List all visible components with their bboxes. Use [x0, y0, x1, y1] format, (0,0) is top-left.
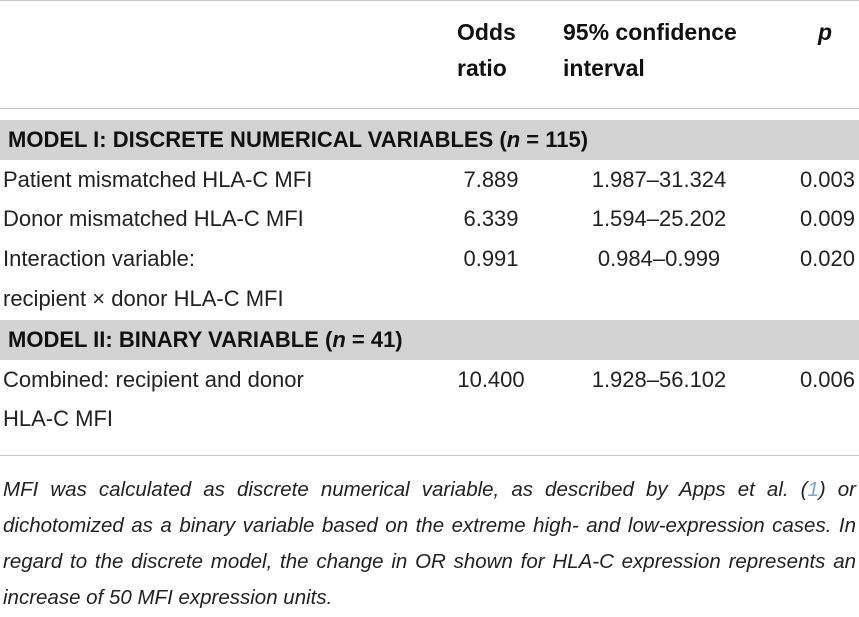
row4-or: 10.400: [457, 367, 525, 392]
row2-label: Donor mismatched HLA-C MFI: [3, 206, 304, 231]
row1-label: Patient mismatched HLA-C MFI: [3, 167, 313, 192]
row1-ci: 1.987–31.324: [591, 167, 727, 192]
row2-p: 0.009: [799, 206, 855, 231]
model1-band: MODEL I: DISCRETE NUMERICAL VARIABLES (n…: [0, 120, 859, 160]
top-rule: [0, 0, 859, 1]
header-odds-line1: Odds: [457, 19, 516, 45]
model2-title-suffix: = 41): [345, 327, 403, 352]
model1-n-label: n: [506, 127, 521, 152]
row3-label-line2: recipient × donor HLA-C MFI: [3, 286, 284, 311]
model1-title-suffix: = 115): [520, 127, 589, 152]
footnote-part2: ) or dichotomized as a binary variable b…: [3, 478, 856, 609]
footnote-part1: MFI was calculated as discrete numerical…: [3, 478, 808, 501]
header-odds-ratio: Odds ratio: [457, 14, 516, 86]
row3-label: Interaction variable:: [3, 246, 195, 271]
footnote-rule: [0, 455, 859, 456]
header-ci-line1: 95% confidence: [563, 19, 737, 45]
row4-label: Combined: recipient and donor: [3, 367, 304, 392]
model2-title-prefix: MODEL II: BINARY VARIABLE (: [8, 327, 333, 352]
row3-ci: 0.984–0.999: [597, 246, 721, 271]
table-footnote: MFI was calculated as discrete numerical…: [3, 472, 856, 616]
row1-p: 0.003: [799, 167, 855, 192]
row4-label-line2: HLA-C MFI: [3, 406, 113, 431]
header-odds-line2: ratio: [457, 55, 507, 81]
row3-p: 0.020: [799, 246, 855, 271]
header-confidence-interval: 95% confidence interval: [563, 14, 737, 86]
model2-n-label: n: [332, 327, 346, 352]
row1-or: 7.889: [463, 167, 519, 192]
model2-band: MODEL II: BINARY VARIABLE (n = 41): [0, 320, 859, 360]
header-rule: [0, 108, 859, 109]
header-ci-line2: interval: [563, 55, 645, 81]
header-p: p: [818, 19, 833, 45]
row2-ci: 1.594–25.202: [591, 206, 727, 231]
model1-title-prefix: MODEL I: DISCRETE NUMERICAL VARIABLES (: [8, 127, 507, 152]
row3-or: 0.991: [463, 246, 519, 271]
row4-p: 0.006: [799, 367, 855, 392]
row4-ci: 1.928–56.102: [591, 367, 727, 392]
reference-link[interactable]: 1: [807, 478, 819, 501]
row2-or: 6.339: [463, 206, 519, 231]
